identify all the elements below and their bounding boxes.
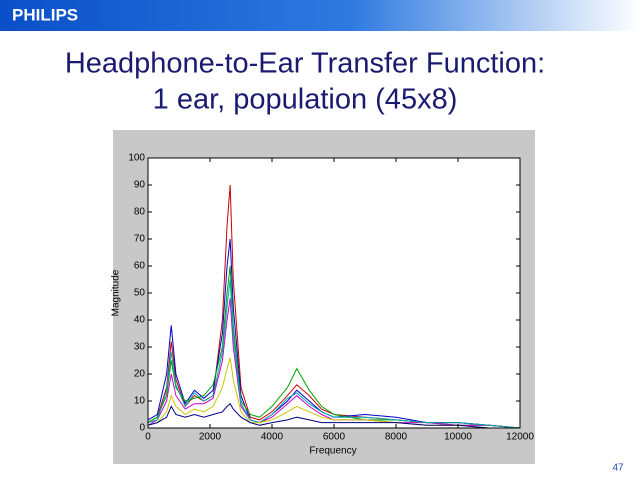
y-tick-label: 70 (134, 234, 146, 245)
x-axis-label: Frequency (309, 446, 356, 457)
series-line (147, 265, 521, 429)
header-bar (0, 0, 640, 31)
y-tick-label: 0 (139, 423, 145, 434)
y-tick-label: 80 (134, 207, 146, 218)
title-line: Headphone-to-Ear Transfer Function: (65, 48, 545, 80)
y-tick-label: 20 (134, 369, 146, 380)
x-tick-label: 2000 (199, 432, 222, 443)
page-number: 47 (612, 463, 624, 474)
x-tick-label: 6000 (323, 432, 346, 443)
plot (147, 184, 521, 429)
y-tick-label: 100 (128, 153, 145, 164)
x-tick-label: 12000 (506, 432, 534, 443)
y-tick-label: 30 (134, 342, 146, 353)
title-line: 1 ear, population (45x8) (153, 84, 458, 116)
x-tick-label: 4000 (261, 432, 284, 443)
series-line (147, 279, 521, 429)
x-tick-label: 10000 (444, 432, 472, 443)
y-axis-label: Magnitude (111, 269, 122, 316)
y-tick-label: 60 (134, 261, 146, 272)
series-line (147, 357, 520, 429)
x-tick-label: 8000 (385, 432, 408, 443)
x-tick-label: 0 (145, 432, 151, 443)
y-tick-label: 40 (134, 315, 146, 326)
y-tick-label: 10 (134, 396, 146, 407)
brand-logo: PHILIPS (12, 5, 78, 24)
series-line (147, 402, 520, 429)
y-tick-label: 90 (134, 180, 146, 191)
plot-area (148, 158, 520, 428)
y-tick-label: 50 (134, 288, 146, 299)
